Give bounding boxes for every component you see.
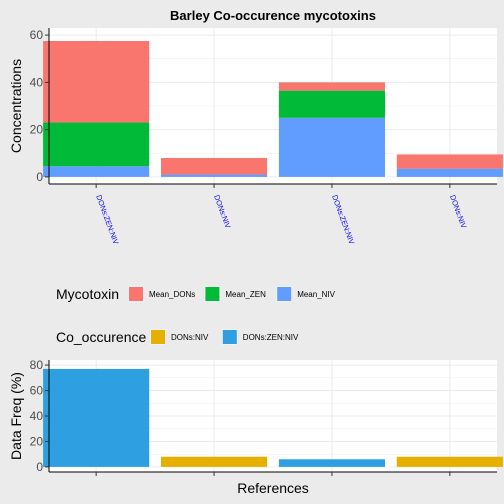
top-x-tick-label: DONs:ZEN:NIV xyxy=(330,194,356,246)
legend-key-swatch xyxy=(222,330,237,344)
bar-mean-dons xyxy=(278,82,385,91)
top-y-tick-label: 60 xyxy=(30,28,44,42)
legend-item-label: DONs:NIV xyxy=(171,333,209,342)
legend-title: Mycotoxin xyxy=(56,286,119,302)
top-y-tick-label: 0 xyxy=(36,170,43,184)
bar-data-freq xyxy=(161,456,268,467)
top-y-axis-label: Concentrations xyxy=(8,59,24,153)
legend-key-swatch xyxy=(129,287,143,301)
top-x-tick-label: DONs:NIV xyxy=(212,194,232,230)
bar-mean-niv xyxy=(161,174,268,177)
bottom-bars xyxy=(43,368,503,467)
legend-key-swatch xyxy=(151,330,165,344)
bottom-x-axis-label: References xyxy=(237,480,309,496)
bottom-y-tick-label: 60 xyxy=(30,384,44,398)
bar-mean-dons xyxy=(396,154,503,169)
bar-mean-dons xyxy=(43,41,150,123)
top-x-tick-label: DONs:ZEN:NIV xyxy=(94,194,120,246)
bar-mean-niv xyxy=(278,117,385,177)
bar-data-freq xyxy=(278,459,385,467)
bar-data-freq xyxy=(43,368,150,467)
bottom-axes: 0 20 40 60 80 xyxy=(30,358,497,476)
bar-mean-zen xyxy=(43,122,150,167)
top-x-tick-label: DONs:NIV xyxy=(448,194,468,230)
legend-item-label: Mean_DONs xyxy=(149,290,195,299)
legend-item-label: DONs:ZEN:NIV xyxy=(243,333,299,342)
top-y-tick-label: 20 xyxy=(30,123,44,137)
bottom-y-tick-label: 40 xyxy=(30,409,44,423)
bar-mean-niv xyxy=(396,168,503,177)
bottom-y-tick-label: 80 xyxy=(30,358,44,372)
legend-item-label: Mean_ZEN xyxy=(225,290,266,299)
bottom-y-tick-label: 20 xyxy=(30,434,44,448)
bar-mean-dons xyxy=(161,158,268,175)
legend-co-occurence: Co_occurence DONs:NIV DONs:ZEN:NIV xyxy=(56,329,299,345)
legend-key-swatch xyxy=(277,287,292,301)
bar-mean-zen xyxy=(278,90,385,118)
chart-title: Barley Co-occurence mycotoxins xyxy=(170,8,376,23)
bar-data-freq xyxy=(396,456,503,467)
legend-mycotoxin: Mycotoxin Mean_DONs Mean_ZEN Mean_NIV xyxy=(56,286,336,302)
top-y-tick-label: 40 xyxy=(30,75,44,89)
top-bars xyxy=(43,41,503,177)
bottom-y-axis-label: Data Freq (%) xyxy=(8,372,24,460)
bottom-y-tick-label: 0 xyxy=(36,460,43,474)
bar-mean-niv xyxy=(43,166,150,177)
legend-item-label: Mean_NIV xyxy=(297,290,335,299)
legend-title: Co_occurence xyxy=(56,329,146,345)
legend-key-swatch xyxy=(205,287,220,301)
